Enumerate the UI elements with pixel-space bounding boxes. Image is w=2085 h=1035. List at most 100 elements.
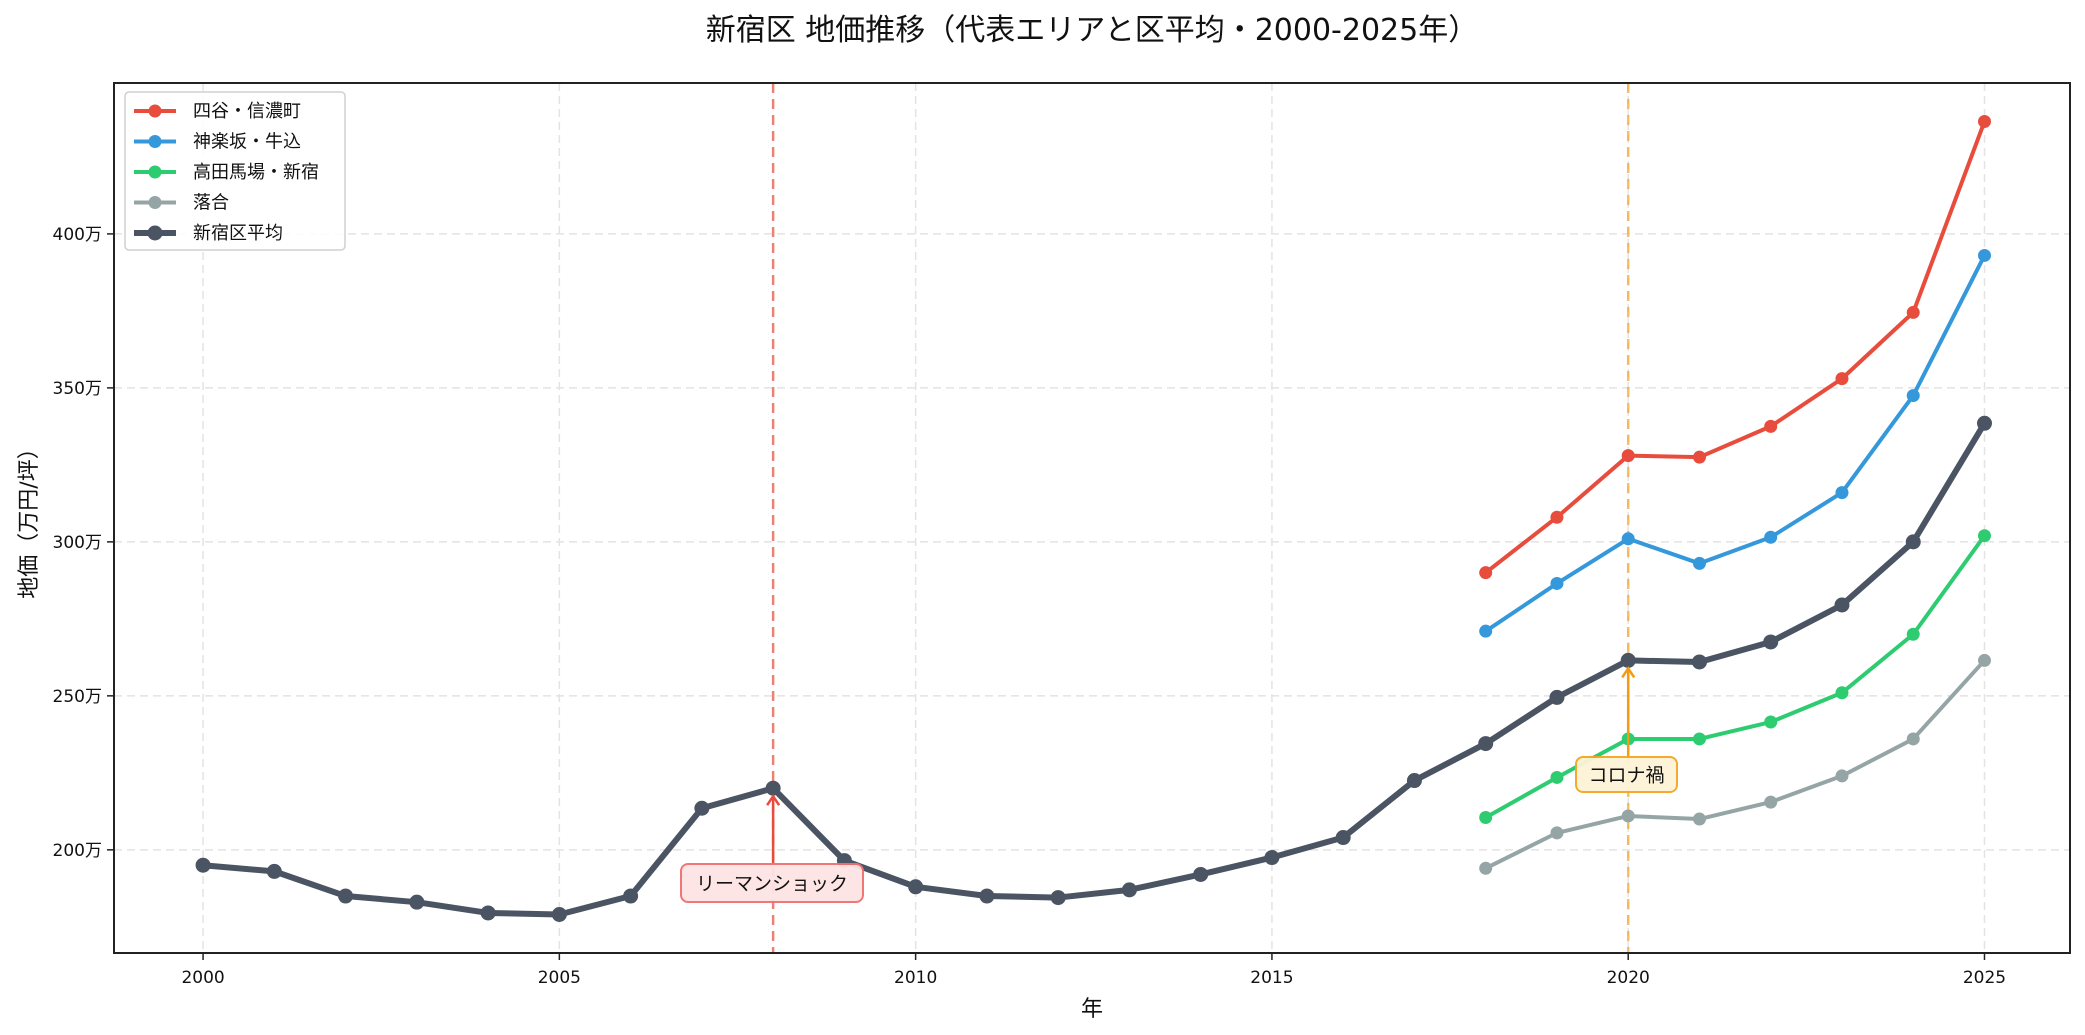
x-axis-label: 年	[1081, 997, 1103, 1022]
data-point	[1479, 624, 1493, 638]
series-0	[1479, 114, 1991, 580]
data-point	[1479, 861, 1493, 875]
y-tick-label: 400万	[53, 225, 102, 245]
data-point	[266, 863, 282, 879]
legend-box	[124, 91, 346, 251]
legend-item: 新宿区平均	[134, 223, 283, 244]
data-point	[1550, 826, 1564, 840]
series-4	[195, 415, 1992, 923]
legend-label: 新宿区平均	[193, 223, 283, 244]
data-point	[1977, 653, 1991, 667]
x-axis-ticks: 2000 2005 2010 2015 2020 2025	[181, 953, 2006, 988]
data-point	[1692, 812, 1706, 826]
data-point	[1835, 686, 1849, 700]
event-lines	[771, 83, 1630, 953]
series-1	[1479, 248, 1991, 638]
legend-item: 四谷・信濃町	[134, 101, 301, 122]
y-tick-label: 250万	[53, 687, 102, 707]
series-line	[200, 420, 1988, 918]
data-point	[1835, 486, 1849, 500]
y-tick-label: 300万	[53, 533, 102, 553]
legend-marker-icon	[148, 104, 162, 118]
data-point	[1691, 654, 1707, 670]
series-line	[1483, 119, 1987, 575]
data-point	[1121, 882, 1137, 898]
series-layer	[195, 114, 1992, 923]
data-point	[1620, 652, 1636, 668]
data-point	[1621, 449, 1635, 463]
annotations: リーマンショック コロナ禍	[680, 666, 1678, 903]
data-point	[1549, 689, 1565, 705]
data-point	[1479, 566, 1493, 580]
data-point	[1834, 597, 1850, 613]
legend-marker-icon	[148, 135, 162, 148]
arrow-head-icon	[1621, 666, 1636, 679]
legend-marker-icon	[147, 225, 163, 241]
data-point	[1764, 795, 1778, 809]
data-point	[1835, 769, 1849, 783]
legend-item: 落合	[134, 193, 229, 214]
series-line	[1483, 658, 1987, 871]
y-tick-label: 350万	[53, 379, 102, 399]
data-point	[979, 888, 995, 904]
data-point	[1905, 534, 1921, 550]
annotation-box	[1575, 756, 1678, 793]
x-tick-label: 2020	[1607, 968, 1650, 988]
data-point	[480, 905, 496, 921]
data-point	[1764, 530, 1778, 544]
data-point	[1550, 576, 1564, 590]
legend-item: 高田馬場・新宿	[134, 162, 319, 183]
data-point	[1835, 372, 1849, 386]
data-point	[1764, 715, 1778, 729]
data-point	[1906, 732, 1920, 746]
legend-item: 神楽坂・牛込	[134, 132, 301, 153]
y-tick-label: 200万	[53, 841, 102, 861]
data-point	[1550, 770, 1564, 784]
data-point	[1478, 736, 1494, 752]
arrow-head-icon	[766, 793, 781, 806]
series-2	[1479, 529, 1991, 824]
data-point	[1763, 634, 1779, 650]
data-point	[551, 907, 567, 923]
data-point	[765, 780, 781, 796]
grid-lines	[114, 83, 2070, 953]
legend-marker-icon	[148, 165, 162, 179]
data-point	[1906, 389, 1920, 403]
data-point	[1621, 809, 1635, 823]
data-point	[1764, 419, 1778, 433]
data-point	[1977, 529, 1991, 543]
data-point	[1976, 415, 1992, 431]
legend-label: 落合	[193, 193, 229, 214]
x-tick-label: 2010	[894, 968, 937, 988]
x-tick-label: 2025	[1963, 968, 2006, 988]
data-point	[1406, 773, 1422, 789]
data-point	[1906, 305, 1920, 319]
series-3	[1479, 653, 1991, 875]
data-point	[1692, 556, 1706, 570]
data-point	[908, 879, 924, 895]
data-point	[1692, 450, 1706, 464]
annotation-box	[680, 863, 864, 903]
annotation-1: コロナ禍	[1575, 666, 1678, 793]
legend-label: 四谷・信濃町	[193, 101, 301, 122]
data-point	[1479, 810, 1493, 824]
y-axis-label: 地価（万円/坪）	[17, 437, 42, 598]
legend-marker-icon	[148, 196, 162, 209]
series-line	[1483, 253, 1987, 634]
data-point	[1264, 850, 1280, 866]
data-point	[1193, 866, 1209, 882]
data-point	[1977, 114, 1991, 128]
data-point	[623, 888, 639, 904]
chart-title: 新宿区 地価推移（代表エリアと区平均・2000-2025年）	[706, 13, 1478, 48]
data-point	[1050, 890, 1066, 906]
data-point	[1977, 248, 1991, 262]
x-tick-label: 2015	[1250, 968, 1293, 988]
data-point	[409, 894, 425, 910]
data-point	[338, 888, 354, 904]
x-tick-label: 2005	[538, 968, 581, 988]
data-point	[1335, 830, 1351, 846]
data-point	[1550, 510, 1564, 524]
legend-label: 高田馬場・新宿	[193, 162, 319, 183]
